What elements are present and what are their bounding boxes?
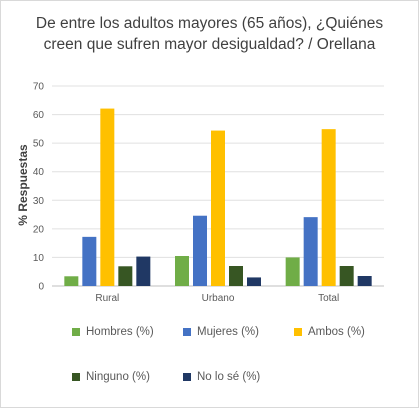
bar-urbano-2 bbox=[211, 130, 225, 286]
y-tick-label-0: 0 bbox=[38, 282, 44, 293]
y-tick-label-30: 30 bbox=[33, 196, 45, 207]
bar-urbano-0 bbox=[175, 256, 189, 286]
chart-title: De entre los adultos mayores (65 años), … bbox=[0, 13, 419, 55]
bar-rural-1 bbox=[82, 236, 97, 286]
y-tick-label-60: 60 bbox=[33, 110, 45, 121]
x-tick-label-rural: Rural bbox=[95, 293, 119, 304]
x-tick-label-urbano: Urbano bbox=[202, 293, 235, 304]
y-tick-label-50: 50 bbox=[33, 139, 45, 150]
y-tick-label-70: 70 bbox=[33, 82, 45, 93]
bar-total-3 bbox=[339, 266, 354, 286]
bar-total-2 bbox=[321, 129, 336, 286]
bar-total-4 bbox=[357, 276, 372, 286]
bar-urbano-4 bbox=[247, 277, 261, 286]
bar-total-0 bbox=[285, 257, 300, 286]
bar-rural-2 bbox=[100, 108, 115, 286]
bar-urbano-3 bbox=[229, 266, 243, 286]
y-tick-label-40: 40 bbox=[33, 167, 45, 178]
y-tick-label-10: 10 bbox=[33, 253, 45, 264]
bar-total-1 bbox=[303, 217, 318, 286]
chart-title-line-1: De entre los adultos mayores (65 años), … bbox=[35, 15, 384, 32]
bar-rural-4 bbox=[136, 256, 151, 286]
chart-title-line-2: creen que sufren mayor desigualdad? / Or… bbox=[43, 36, 376, 53]
bar-rural-0 bbox=[64, 276, 79, 286]
bar-rural-3 bbox=[118, 266, 133, 286]
bar-urbano-1 bbox=[193, 215, 207, 286]
x-tick-label-total: Total bbox=[318, 293, 339, 304]
y-tick-label-20: 20 bbox=[33, 224, 45, 235]
